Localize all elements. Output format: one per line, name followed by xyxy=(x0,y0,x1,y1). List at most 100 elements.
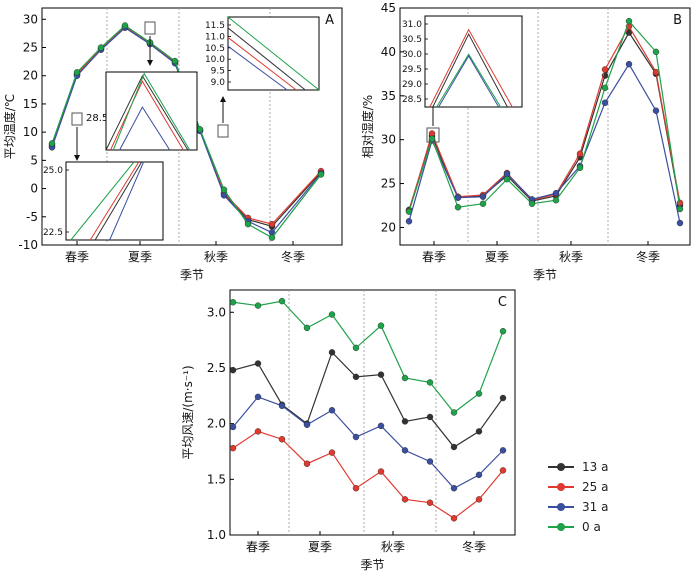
data-point xyxy=(499,328,507,335)
legend: 13 a 25 a 31 a 0 a xyxy=(548,457,668,537)
season-label: 秋季 xyxy=(559,250,583,264)
data-point xyxy=(244,220,252,228)
data-point xyxy=(254,360,262,367)
data-point xyxy=(454,204,462,211)
y-tick-label: 1.0 xyxy=(207,528,226,542)
data-point xyxy=(552,197,560,204)
x-axis-label: 季节 xyxy=(533,268,557,282)
inset-tick-label: 10.0 xyxy=(205,55,225,65)
inset-line xyxy=(227,27,306,91)
legend-swatch xyxy=(548,521,574,533)
data-point xyxy=(475,496,483,503)
data-point xyxy=(426,499,434,506)
inset: 25.0 22.5 xyxy=(43,161,164,241)
data-point xyxy=(479,193,487,200)
y-tick-label: 35 xyxy=(381,89,396,103)
legend-item-31a: 31 a xyxy=(548,497,668,517)
data-point xyxy=(121,22,129,29)
inset-line xyxy=(110,80,184,151)
data-point xyxy=(576,164,584,171)
season-label: 秋季 xyxy=(204,250,228,264)
data-point xyxy=(229,366,237,374)
data-point xyxy=(229,444,237,452)
data-point xyxy=(503,175,511,183)
data-point xyxy=(401,496,409,503)
data-point xyxy=(652,107,660,114)
legend-item-0a: 0 a xyxy=(548,517,668,537)
data-point xyxy=(450,485,458,492)
arrow-head xyxy=(220,96,226,102)
data-point xyxy=(405,208,413,215)
y-tick-label: 20 xyxy=(381,220,396,234)
data-point xyxy=(475,390,483,397)
data-point xyxy=(377,422,385,430)
plot-frame xyxy=(229,289,516,536)
y-tick-label: 10 xyxy=(23,125,38,139)
plot-frame xyxy=(41,7,343,246)
data-point xyxy=(625,17,633,25)
data-point xyxy=(601,99,609,107)
data-point xyxy=(401,374,409,382)
data-point xyxy=(450,443,458,451)
inset-line xyxy=(119,106,171,151)
panel-letter: B xyxy=(673,13,682,28)
y-tick-label: 3.0 xyxy=(207,305,226,319)
data-point xyxy=(303,421,311,428)
data-point xyxy=(196,126,204,133)
inset-tick-label: 29.5 xyxy=(402,65,422,75)
inset-line xyxy=(227,45,288,91)
inset-tick-label: 31.0 xyxy=(402,20,422,30)
y-tick-label: 30 xyxy=(23,12,38,26)
y-tick-label: 40 xyxy=(381,45,396,59)
inset-tick-label: 9.5 xyxy=(211,67,225,77)
y-tick-label: 15 xyxy=(23,97,38,111)
data-point xyxy=(652,68,660,76)
data-point xyxy=(676,219,684,227)
y-tick-label: 20 xyxy=(23,69,38,83)
season-label: 夏季 xyxy=(128,250,152,264)
zoom-box xyxy=(217,124,229,138)
legend-label: 0 a xyxy=(582,520,601,534)
y-axis-label: 相对湿度/% xyxy=(360,95,375,158)
season-label: 冬季 xyxy=(636,249,660,264)
data-point xyxy=(475,428,483,435)
data-point xyxy=(317,171,325,178)
data-point xyxy=(450,515,458,522)
data-point xyxy=(352,433,360,441)
y-tick-label: 25 xyxy=(381,177,396,191)
data-point xyxy=(625,60,633,68)
x-axis-label: 季节 xyxy=(360,558,384,571)
data-point xyxy=(428,135,436,142)
legend-item-13a: 13 a xyxy=(548,457,668,477)
season-label: 夏季 xyxy=(308,540,332,554)
panel-letter: A xyxy=(325,13,334,28)
legend-swatch xyxy=(548,501,574,513)
y-tick-label: 5 xyxy=(30,153,38,167)
data-point xyxy=(97,44,105,51)
y-tick-label: -10 xyxy=(18,238,38,252)
inset-tick-label: 11.5 xyxy=(205,21,225,31)
inset-line xyxy=(227,37,297,91)
x-axis-label: 季节 xyxy=(180,268,204,282)
inset-tick-label: 22.5 xyxy=(43,228,63,238)
season-label: 冬季 xyxy=(462,539,486,554)
data-point xyxy=(377,371,385,378)
y-axis-label: 平均温度/℃ xyxy=(2,94,17,160)
season-label: 春季 xyxy=(65,250,89,264)
data-point xyxy=(303,460,311,467)
season-label: 夏季 xyxy=(485,250,509,264)
legend-swatch xyxy=(548,481,574,493)
arrow-head xyxy=(74,155,80,161)
data-point xyxy=(499,394,507,402)
inset-line xyxy=(438,55,500,108)
inset-line xyxy=(70,161,135,241)
inset-tick-label: 10.5 xyxy=(205,44,225,54)
legend-item-25a: 25 a xyxy=(548,477,668,497)
data-point xyxy=(401,447,409,454)
y-tick-label: 0 xyxy=(30,182,38,196)
data-point xyxy=(426,458,434,465)
y-tick-label: -5 xyxy=(26,210,38,224)
inset-line xyxy=(112,72,191,151)
data-point xyxy=(499,467,507,474)
